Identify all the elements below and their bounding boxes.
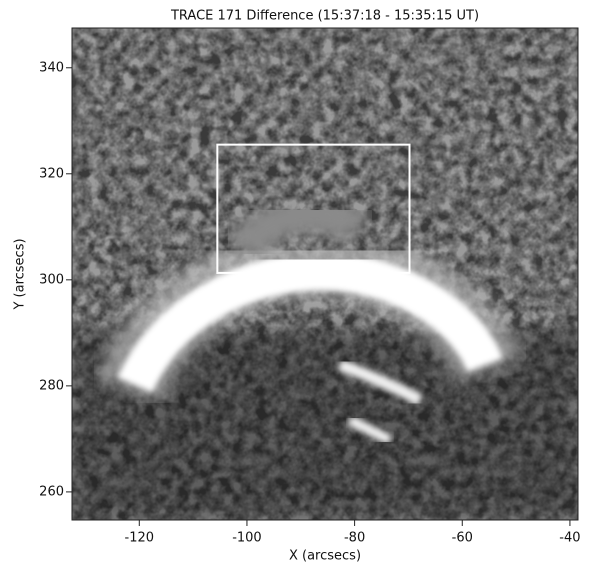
y-tick-label: 300 (39, 272, 64, 287)
x-axis-label: X (arcsecs) (289, 549, 361, 564)
y-tick-label: 340 (39, 60, 64, 75)
chart-title: TRACE 171 Difference (15:37:18 - 15:35:1… (170, 9, 479, 24)
x-tick-label: -80 (344, 531, 365, 546)
solar-image (72, 28, 578, 520)
x-tick-label: -100 (232, 531, 262, 546)
y-tick-label: 320 (39, 166, 64, 181)
y-tick-label: 280 (39, 378, 64, 393)
y-tick-label: 260 (39, 484, 64, 499)
y-axis-label: Y (arcsecs) (13, 238, 28, 310)
chart: TRACE 171 Difference (15:37:18 - 15:35:1… (0, 0, 594, 572)
x-tick-label: -60 (452, 531, 473, 546)
x-tick-label: -120 (125, 531, 155, 546)
x-tick-label: -40 (559, 531, 580, 546)
